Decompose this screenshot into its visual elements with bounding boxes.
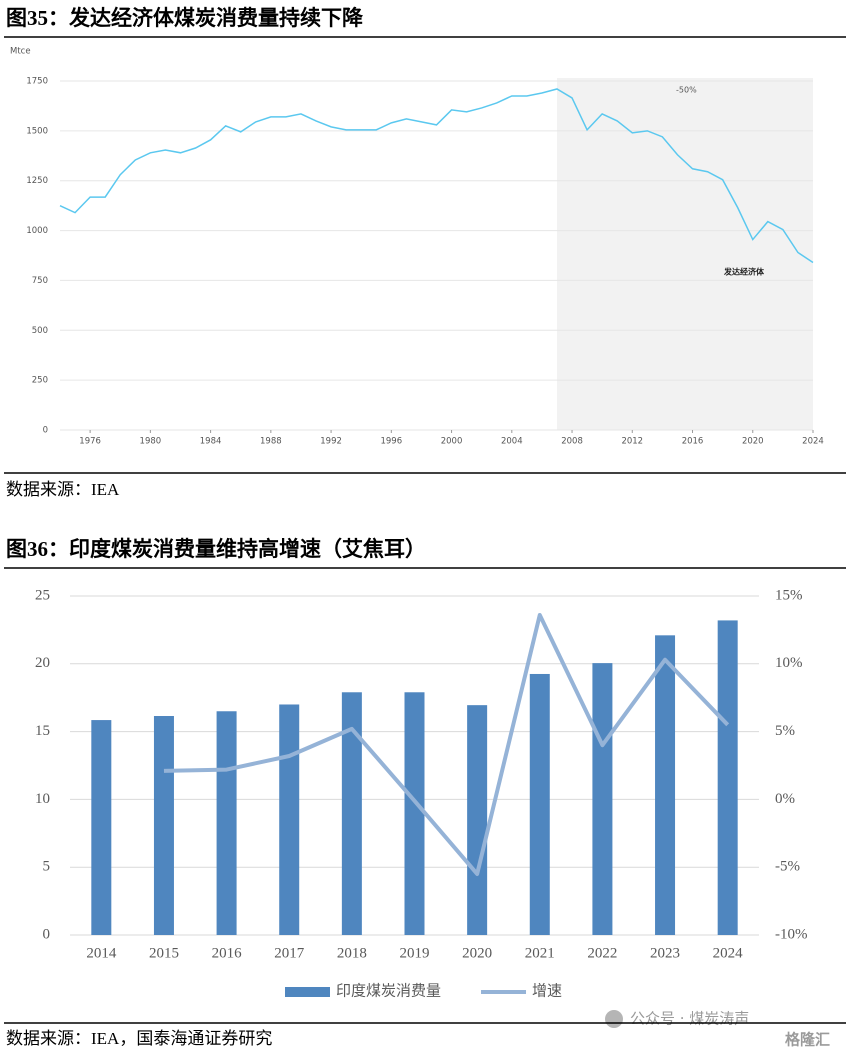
y-tick-label: 0 (43, 426, 48, 436)
y-tick-label: 25 (35, 587, 50, 603)
legend-label: 印度煤炭消费量 (336, 982, 441, 999)
bar (153, 716, 174, 935)
x-tick-label: 2004 (501, 437, 523, 447)
y2-tick-label: -5% (775, 859, 800, 875)
bar (404, 692, 425, 935)
y-tick-label: 15 (35, 723, 50, 739)
x-tick-label: 1996 (380, 437, 402, 447)
wechat-icon (605, 1010, 623, 1028)
x-tick-label: 1976 (79, 437, 101, 447)
x-tick-label: 2018 (337, 945, 367, 961)
x-tick-label: 2017 (274, 945, 305, 961)
y2-tick-label: -10% (775, 926, 808, 942)
annotation: -50% (676, 86, 697, 95)
x-tick-label: 2015 (149, 945, 179, 961)
y-tick-label: 10 (35, 791, 50, 807)
x-tick-label: 2000 (441, 437, 463, 447)
bar (91, 720, 112, 935)
data-line (59, 88, 814, 264)
bar (592, 663, 613, 935)
x-tick-label: 2024 (802, 437, 824, 447)
bar (717, 620, 738, 935)
y-tick-label: 1000 (26, 226, 48, 236)
y-tick-label: 1500 (26, 126, 48, 136)
y-tick-label: 750 (32, 276, 48, 286)
chart-2: 0 5 10 15 20 25 -10% -5% 0% 5% 10% 15% 2014 2015 2016 2… (35, 587, 808, 999)
legend-label: 增速 (532, 982, 562, 999)
watermark: 格隆汇 (785, 1031, 830, 1049)
y-tick-label: 5 (43, 859, 51, 875)
y-tick-label: 500 (32, 326, 48, 336)
x-tick-label: 2022 (587, 945, 617, 961)
legend-swatch (285, 987, 330, 997)
y-tick-label: 20 (35, 655, 50, 671)
bar (529, 673, 550, 935)
x-tick-label: 1992 (320, 437, 342, 447)
bar (655, 635, 676, 935)
x-tick-label: 2024 (713, 945, 744, 961)
y-tick-label: 1250 (26, 176, 48, 186)
figure-title: 图36：印度煤炭消费量维持高增速（艾焦耳） (6, 537, 426, 561)
x-tick-label: 2020 (462, 945, 492, 961)
bar (341, 692, 362, 935)
x-tick-label: 2020 (742, 437, 764, 447)
x-tick-label: 2021 (525, 945, 555, 961)
y-tick-label: 250 (32, 376, 48, 386)
y2-tick-label: 5% (775, 723, 795, 739)
x-tick-label: 2012 (621, 437, 643, 447)
source: 数据来源：IEA，国泰海通证券研究 (6, 1029, 272, 1048)
y2-tick-label: 10% (775, 655, 803, 671)
y2-tick-label: 0% (775, 791, 795, 807)
bar (467, 705, 488, 935)
y-tick-label: 0 (43, 926, 51, 942)
bar (216, 711, 237, 935)
x-tick-label: 2008 (561, 437, 583, 447)
x-tick-label: 2014 (86, 945, 117, 961)
chart-1: 0 250 500 750 1000 1250 1500 1750 1976 1980 1984 19… (26, 77, 823, 447)
x-tick-label: 1988 (260, 437, 282, 447)
shaded-region (556, 78, 813, 430)
watermark: 公众号 · 煤炭涛声 (630, 1010, 749, 1028)
y-tick-label: 1750 (26, 77, 48, 87)
bar (279, 704, 300, 935)
data-line (163, 612, 730, 876)
y-unit: Mtce (10, 47, 31, 57)
figure-title: 图35：发达经济体煤炭消费量持续下降 (6, 6, 364, 30)
x-tick-label: 2016 (682, 437, 704, 447)
y2-tick-label: 15% (775, 587, 803, 603)
x-tick-label: 2023 (650, 945, 680, 961)
x-tick-label: 1980 (140, 437, 162, 447)
x-tick-label: 2016 (212, 945, 243, 961)
annotation: 发达经济体 (723, 267, 765, 277)
x-tick-label: 2019 (400, 945, 430, 961)
source: 数据来源：IEA (6, 480, 120, 499)
x-tick-label: 1984 (200, 437, 222, 447)
